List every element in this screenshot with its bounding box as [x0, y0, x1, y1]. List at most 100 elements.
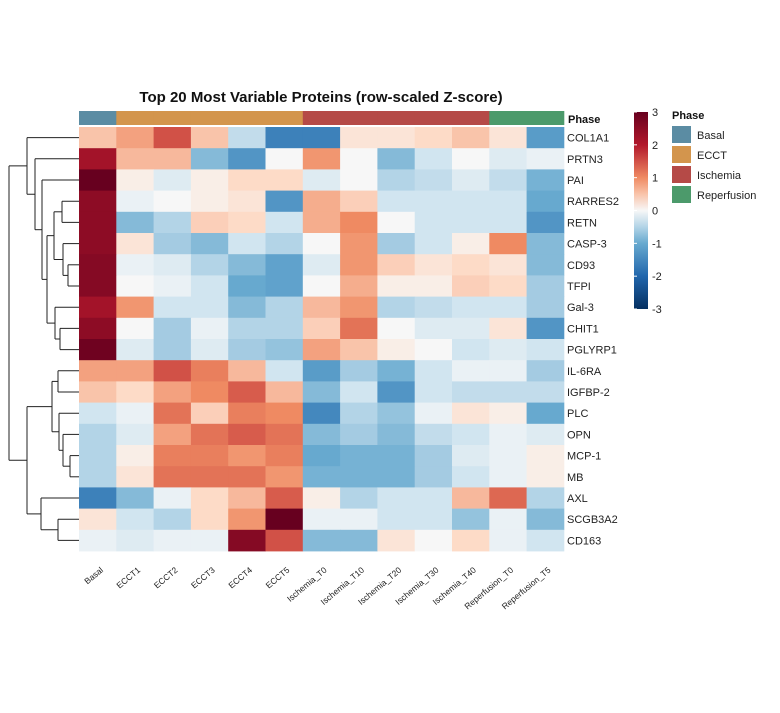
- heatmap-cell: [452, 127, 490, 149]
- heatmap-cell: [153, 466, 192, 488]
- phase-annotation-cell: [302, 111, 341, 125]
- heatmap-cell: [190, 445, 229, 467]
- row-label: IL-6RA: [567, 366, 602, 378]
- row-label: IGFBP-2: [567, 387, 610, 399]
- heatmap-cell: [340, 190, 378, 213]
- heatmap-cell: [153, 148, 192, 170]
- heatmap-cell: [116, 127, 154, 149]
- row-label: CASP-3: [567, 239, 607, 251]
- heatmap-cell: [153, 317, 192, 340]
- heatmap-cell: [489, 127, 527, 149]
- heatmap-cell: [302, 190, 341, 213]
- heatmap-cell: [340, 508, 378, 531]
- heatmap-cell: [302, 148, 341, 170]
- heatmap-cell: [377, 317, 416, 340]
- heatmap-cell: [265, 466, 304, 488]
- row-label: OPN: [567, 429, 591, 441]
- column-label: ECCT3: [189, 565, 217, 591]
- heatmap-cell: [526, 275, 565, 297]
- heatmap-cell: [377, 529, 416, 552]
- heatmap-cell: [153, 190, 192, 213]
- heatmap-cell: [377, 169, 416, 191]
- heatmap-cell: [79, 233, 117, 255]
- heatmap-cell: [153, 487, 192, 509]
- heatmap-cell: [265, 190, 304, 213]
- heatmap-cell: [228, 169, 266, 191]
- heatmap-cell: [116, 211, 154, 234]
- heatmap-cell: [414, 466, 453, 488]
- heatmap-cell: [228, 127, 266, 149]
- heatmap-cell: [228, 148, 266, 170]
- heatmap-cell: [489, 169, 527, 191]
- colorbar-tick-label: 0: [652, 206, 658, 218]
- heatmap-cell: [489, 296, 527, 319]
- heatmap-cell: [452, 423, 490, 446]
- heatmap-cell: [228, 339, 266, 361]
- heatmap-cell: [79, 275, 117, 297]
- heatmap-cell: [340, 402, 378, 425]
- heatmap-cell: [526, 529, 565, 552]
- heatmap-cell: [489, 190, 527, 213]
- heatmap-cell: [526, 317, 565, 340]
- heatmap-cell: [302, 402, 341, 425]
- heatmap-cell: [414, 381, 453, 403]
- heatmap-cell: [452, 508, 490, 531]
- heatmap-cell: [526, 190, 565, 213]
- heatmap-cell: [489, 423, 527, 446]
- heatmap-cell: [414, 190, 453, 213]
- heatmap-cell: [302, 296, 341, 319]
- heatmap-cell: [153, 339, 192, 361]
- phase-annotation-cell: [489, 111, 527, 125]
- heatmap-cell: [452, 190, 490, 213]
- heatmap-cell: [79, 381, 117, 403]
- heatmap-cell: [377, 466, 416, 488]
- heatmap-cell: [526, 381, 565, 403]
- heatmap-cell: [414, 148, 453, 170]
- heatmap-cell: [265, 233, 304, 255]
- heatmap-cell: [489, 233, 527, 255]
- heatmap-cell: [340, 169, 378, 191]
- heatmap-cell: [302, 233, 341, 255]
- heatmap-cell: [79, 423, 117, 446]
- legend-swatch: [672, 166, 691, 183]
- heatmap-cell: [116, 487, 154, 509]
- heatmap-cell: [489, 211, 527, 234]
- heatmap-cell: [377, 445, 416, 467]
- heatmap-cell: [153, 211, 192, 234]
- heatmap-cell: [79, 317, 117, 340]
- heatmap-cell: [190, 402, 229, 425]
- heatmap-cell: [116, 254, 154, 276]
- heatmap-cell: [190, 169, 229, 191]
- phase-legend: Phase Basal ECCT Ischemia Reperfusion: [672, 110, 756, 203]
- heatmap-cell: [414, 211, 453, 234]
- heatmap-cell: [116, 402, 154, 425]
- heatmap-cell: [340, 233, 378, 255]
- row-label: AXL: [567, 493, 588, 505]
- heatmap-cell: [265, 445, 304, 467]
- heatmap-cell: [190, 211, 229, 234]
- heatmap-cell: [265, 529, 304, 552]
- heatmap-cell: [190, 529, 229, 552]
- heatmap-cell: [190, 296, 229, 319]
- heatmap-cell: [452, 254, 490, 276]
- heatmap-cell: [452, 169, 490, 191]
- row-label: MCP-1: [567, 451, 601, 463]
- column-label: ECCT4: [226, 565, 254, 591]
- heatmap-cell: [153, 127, 192, 149]
- heatmap-cell: [265, 381, 304, 403]
- heatmap-cell: [340, 445, 378, 467]
- phase-annotation-cell: [414, 111, 453, 125]
- phase-annotation-cell: [116, 111, 154, 125]
- heatmap-cell: [302, 127, 341, 149]
- heatmap-cell: [190, 466, 229, 488]
- heatmap-cell: [190, 360, 229, 382]
- heatmap-cell: [340, 296, 378, 319]
- heatmap-cell: [228, 360, 266, 382]
- heatmap-cell: [452, 445, 490, 467]
- heatmap-cell: [190, 127, 229, 149]
- annotation-label: Phase: [568, 114, 600, 126]
- heatmap-cell: [79, 445, 117, 467]
- heatmap-cell: [116, 423, 154, 446]
- heatmap-grid: [79, 127, 565, 552]
- heatmap-cell: [228, 254, 266, 276]
